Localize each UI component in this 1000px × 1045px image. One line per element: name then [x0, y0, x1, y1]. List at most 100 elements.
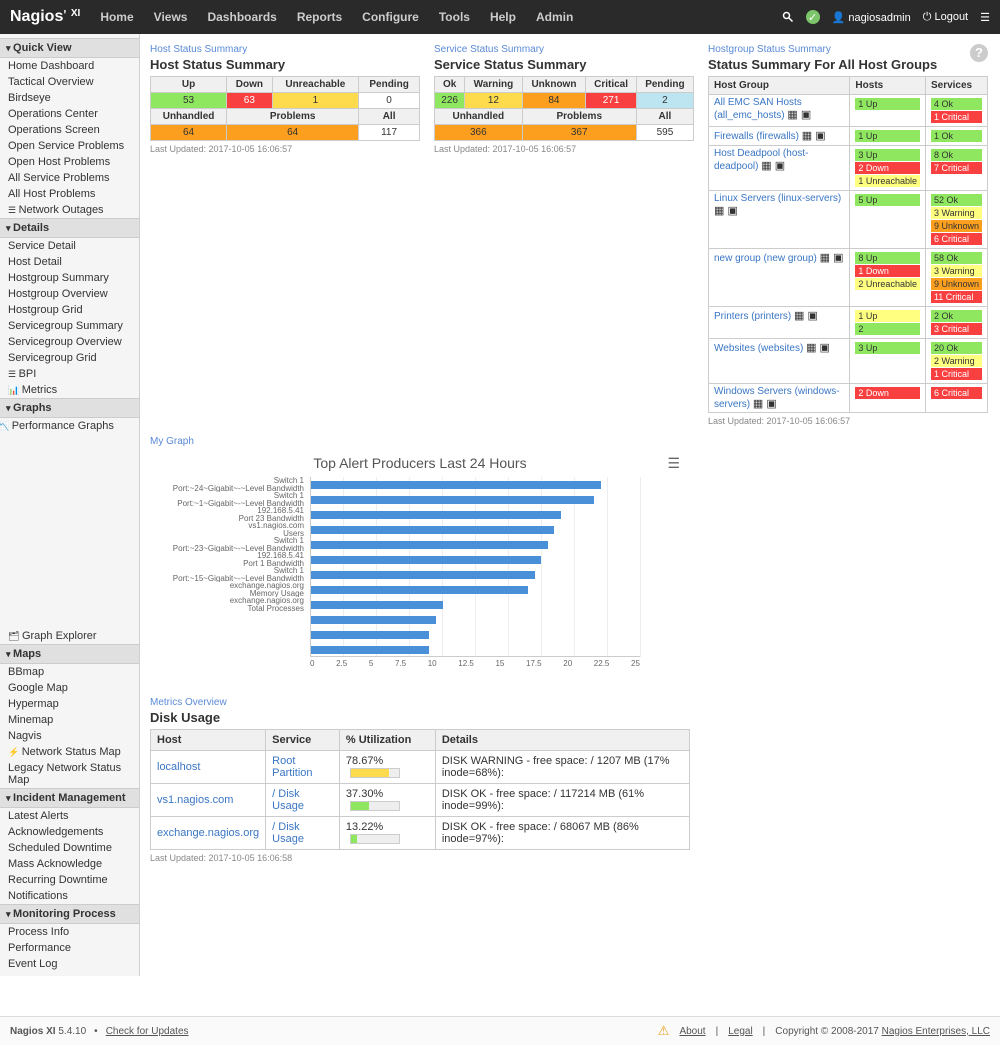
- chart-bar[interactable]: [311, 616, 436, 624]
- status-pill[interactable]: 5 Up: [855, 194, 920, 206]
- nav-dashboards[interactable]: Dashboards: [207, 10, 276, 24]
- status-pill[interactable]: 2 Ok: [931, 310, 982, 322]
- sidebar-item[interactable]: Google Map: [0, 680, 139, 696]
- sidebar-item[interactable]: All Host Problems: [0, 186, 139, 202]
- sidebar-item[interactable]: Hostgroup Summary: [0, 270, 139, 286]
- svc-problems[interactable]: 367: [522, 125, 636, 141]
- sidebar-item[interactable]: Graph Explorer: [0, 628, 139, 644]
- logout-link[interactable]: ⏻ Logout: [923, 11, 968, 24]
- sidebar-item[interactable]: All Service Problems: [0, 170, 139, 186]
- sidebar-item[interactable]: Minemap: [0, 712, 139, 728]
- status-pill[interactable]: 58 Ok: [931, 252, 982, 264]
- sidebar-item[interactable]: Servicegroup Grid: [0, 350, 139, 366]
- chart-bar[interactable]: [311, 601, 443, 609]
- hostgroup-icons[interactable]: ▦ ▣: [820, 252, 844, 264]
- sidebar-item[interactable]: Metrics: [0, 382, 139, 398]
- sidebar-section[interactable]: Maps: [0, 644, 139, 664]
- hostgroup-icons[interactable]: ▦ ▣: [802, 130, 826, 142]
- hostgroup-icons[interactable]: ▦ ▣: [787, 109, 811, 121]
- svc-ok[interactable]: 226: [435, 93, 465, 109]
- warning-icon[interactable]: ⚠: [658, 1023, 670, 1039]
- status-pill[interactable]: 2 Down: [855, 162, 920, 174]
- sidebar-item[interactable]: Service Detail: [0, 238, 139, 254]
- sidebar-item[interactable]: Servicegroup Summary: [0, 318, 139, 334]
- nav-tools[interactable]: Tools: [439, 10, 470, 24]
- nav-views[interactable]: Views: [154, 10, 188, 24]
- sidebar-section[interactable]: Monitoring Process: [0, 904, 139, 924]
- status-pill[interactable]: 2 Down: [855, 387, 920, 399]
- status-pill[interactable]: 20 Ok: [931, 342, 982, 354]
- search-icon[interactable]: [782, 11, 794, 23]
- svc-pending[interactable]: 2: [636, 93, 693, 109]
- hosts-up[interactable]: 53: [151, 93, 227, 109]
- sidebar-item[interactable]: Event Log: [0, 956, 139, 972]
- sidebar-item[interactable]: Scheduled Downtime: [0, 840, 139, 856]
- service-link[interactable]: / Disk Usage: [272, 821, 304, 845]
- sidebar-item[interactable]: Performance: [0, 940, 139, 956]
- sidebar-item[interactable]: Network Outages: [0, 202, 139, 218]
- hostgroup-icons[interactable]: ▦ ▣: [714, 205, 738, 217]
- status-pill[interactable]: 6 Critical: [931, 233, 982, 245]
- chart-bar[interactable]: [311, 541, 548, 549]
- sidebar-item[interactable]: Open Service Problems: [0, 138, 139, 154]
- svc-unhandled[interactable]: 366: [435, 125, 523, 141]
- hostgroup-icons[interactable]: ▦ ▣: [753, 398, 777, 410]
- sidebar-item[interactable]: Process Info: [0, 924, 139, 940]
- hostgroup-icons[interactable]: ▦ ▣: [794, 310, 818, 322]
- sidebar-item[interactable]: Tactical Overview: [0, 74, 139, 90]
- sidebar-item[interactable]: Birdseye: [0, 90, 139, 106]
- hostgroup-link[interactable]: Firewalls (firewalls): [714, 131, 799, 142]
- status-pill[interactable]: 8 Ok: [931, 149, 982, 161]
- hosts-all[interactable]: 117: [359, 125, 420, 141]
- host-link[interactable]: vs1.nagios.com: [157, 794, 233, 806]
- hostgroup-link[interactable]: Linux Servers (linux-servers): [714, 193, 841, 204]
- chart-bar[interactable]: [311, 646, 429, 654]
- status-pill[interactable]: 1 Up: [855, 310, 920, 322]
- hostgroup-link[interactable]: Printers (printers): [714, 311, 791, 322]
- sidebar-item[interactable]: Notifications: [0, 888, 139, 904]
- status-pill[interactable]: 1 Ok: [931, 130, 982, 142]
- status-pill[interactable]: 9 Unknown: [931, 278, 982, 290]
- chart-bar[interactable]: [311, 586, 528, 594]
- sidebar-item[interactable]: Operations Screen: [0, 122, 139, 138]
- sidebar-item[interactable]: Home Dashboard: [0, 58, 139, 74]
- sidebar-item[interactable]: BBmap: [0, 664, 139, 680]
- sidebar-item[interactable]: BPI: [0, 366, 139, 382]
- sidebar-item[interactable]: Recurring Downtime: [0, 872, 139, 888]
- sidebar-item[interactable]: Hypermap: [0, 696, 139, 712]
- status-pill[interactable]: 1 Down: [855, 265, 920, 277]
- status-pill[interactable]: 52 Ok: [931, 194, 982, 206]
- status-pill[interactable]: 3 Up: [855, 342, 920, 354]
- svc-all[interactable]: 595: [636, 125, 693, 141]
- menu-icon[interactable]: ☰: [980, 11, 990, 24]
- sidebar-item[interactable]: Host Detail: [0, 254, 139, 270]
- hostgroup-icons[interactable]: ▦ ▣: [761, 160, 785, 172]
- status-pill[interactable]: 1 Up: [855, 130, 920, 142]
- status-pill[interactable]: 9 Unknown: [931, 220, 982, 232]
- hosts-unreach[interactable]: 1: [272, 93, 359, 109]
- logo[interactable]: Nagios' XI: [10, 8, 80, 26]
- sidebar-section[interactable]: Graphs: [0, 398, 139, 418]
- chart-bar[interactable]: [311, 556, 541, 564]
- status-pill[interactable]: 1 Up: [855, 98, 920, 110]
- sidebar-item[interactable]: Hostgroup Overview: [0, 286, 139, 302]
- chart-bar[interactable]: [311, 526, 554, 534]
- hostgroup-link[interactable]: new group (new group): [714, 253, 817, 264]
- company-link[interactable]: Nagios Enterprises, LLC: [882, 1026, 990, 1037]
- status-pill[interactable]: 7 Critical: [931, 162, 982, 174]
- sidebar-section[interactable]: Incident Management: [0, 788, 139, 808]
- svc-critical[interactable]: 271: [586, 93, 637, 109]
- status-pill[interactable]: 2: [855, 323, 920, 335]
- hosts-problems[interactable]: 64: [227, 125, 359, 141]
- sidebar-item[interactable]: Latest Alerts: [0, 808, 139, 824]
- legal-link[interactable]: Legal: [728, 1026, 752, 1037]
- chart-bar[interactable]: [311, 571, 535, 579]
- chart-bar[interactable]: [311, 631, 429, 639]
- status-pill[interactable]: 2 Unreachable: [855, 278, 920, 290]
- sidebar-section[interactable]: Details: [0, 218, 139, 238]
- hostgroup-icons[interactable]: ▦ ▣: [806, 342, 830, 354]
- status-pill[interactable]: 4 Ok: [931, 98, 982, 110]
- sidebar-item[interactable]: Network Status Map: [0, 744, 139, 760]
- nav-reports[interactable]: Reports: [297, 10, 342, 24]
- service-link[interactable]: / Disk Usage: [272, 788, 304, 812]
